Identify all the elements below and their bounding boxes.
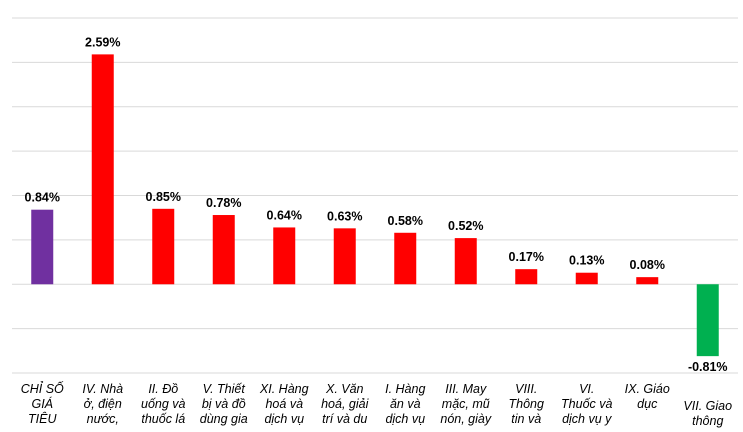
data-label: 0.13% [569,254,604,268]
data-label: 0.85% [146,190,181,204]
bar [636,277,659,285]
category-label-line: nước, [87,412,119,426]
category-label-line: hoá và [265,397,303,411]
data-label: 0.78% [206,196,241,210]
category-label-line: VII. Giao [683,399,732,413]
bar [333,228,356,285]
category-label: IX. Giáo dục [625,382,670,411]
bar [515,269,538,285]
category-label-line: mặc, mũ [442,397,490,411]
category-labels: CHỈ SỐ GIÁ TIÊU IV. Nhà ở, điện nước, II. Đồ uố… [21,381,732,428]
category-label: VI. Thuốc và dịch vụ y [561,382,612,426]
category-label-line: nón, giày [440,412,491,426]
bar [575,272,598,285]
category-label-line: Thông [509,397,544,411]
bars [31,54,719,357]
category-label: V. Thiết bị và đồ dùng gia [200,382,248,426]
bar [31,209,54,285]
bar [696,284,719,357]
category-label-line: GIÁ [31,396,53,411]
data-label: 0.58% [388,214,423,228]
category-label-line: III. May [445,382,487,396]
category-label-line: IV. Nhà [82,382,123,396]
category-label-line: I. Hàng [385,382,425,396]
data-label: -0.81% [688,360,728,374]
data-label: 0.08% [630,258,665,272]
category-label-line: dịch vụ [264,412,304,426]
category-label: I. Hàng ăn và dịch vụ [385,382,425,426]
category-label: II. Đồ uống và thuốc lá [141,382,186,426]
bar [454,238,477,285]
bar [212,215,235,285]
category-label-line: TIÊU [28,411,57,426]
data-label: 0.64% [267,208,302,222]
category-label-line: VI. [579,382,594,396]
data-label: 0.84% [25,191,60,205]
category-label-line: uống và [141,397,186,411]
category-label-line: bị và đồ [202,397,246,411]
data-label: 0.63% [327,209,362,223]
gridlines [12,17,738,374]
category-label: IV. Nhà ở, điện nước, [82,382,123,426]
category-label: VIII. Thông tin và [509,382,544,426]
category-label: XI. Hàng hoá và dịch vụ [259,382,309,426]
category-label-line: hoá, giải [321,397,369,411]
category-label-line: IX. Giáo [625,382,670,396]
value-labels: 0.84% 2.59% 0.85% 0.78% 0.64% 0.63% 0.58% 0.52%… [25,35,728,374]
category-label-line: tin và [511,412,541,426]
category-label-line: CHỈ SỐ [21,381,64,396]
category-label-line: trí và du [322,412,367,426]
category-label: III. May mặc, mũ nón, giày [440,382,491,426]
category-label-line: II. Đồ [148,382,178,396]
category-label-line: ở, điện [84,397,122,411]
category-label: CHỈ SỐ GIÁ TIÊU [21,381,64,426]
category-label: VII. Giao thông [683,399,732,428]
category-label-line: dịch vụ y [562,412,612,426]
category-label-line: thuốc lá [141,412,185,426]
data-label: 2.59% [85,35,120,49]
data-label: 0.17% [509,250,544,264]
category-label-line: thông [692,414,723,428]
category-label-line: dùng gia [200,412,248,426]
category-label-line: ăn và [390,397,421,411]
bar [152,208,175,285]
category-label-line: V. Thiết [203,382,246,396]
category-label-line: XI. Hàng [259,382,309,396]
category-label-line: dục [637,397,658,411]
bar [91,54,114,285]
category-label-line: Thuốc và [561,397,612,411]
bar [394,232,417,285]
category-label-line: X. Văn [325,382,364,396]
category-label: X. Văn hoá, giải trí và du [321,382,369,426]
data-label: 0.52% [448,219,483,233]
category-label-line: dịch vụ [385,412,425,426]
category-label-line: VIII. [515,382,537,396]
bar [273,227,296,285]
